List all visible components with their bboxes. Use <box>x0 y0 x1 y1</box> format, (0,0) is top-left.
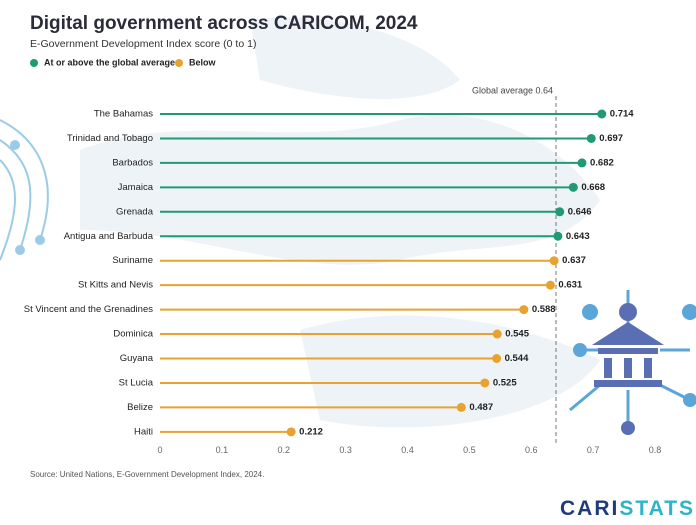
source-note: Source: United Nations, E-Government Dev… <box>30 470 264 479</box>
value-label: 0.588 <box>532 304 556 315</box>
reference-label: Global average 0.64 <box>472 85 553 95</box>
lollipop-dot <box>577 158 587 168</box>
value-label: 0.525 <box>493 377 517 388</box>
value-label: 0.668 <box>581 182 605 193</box>
y-tick-label: The Bahamas <box>94 109 153 120</box>
value-label: 0.714 <box>610 109 634 120</box>
x-tick-label: 0.4 <box>401 445 414 455</box>
lollipop-dot <box>586 133 596 143</box>
value-label: 0.487 <box>469 402 493 413</box>
y-tick-label: Grenada <box>116 206 154 217</box>
y-tick-label: Haiti <box>134 426 153 437</box>
lollipop-dot <box>549 256 559 266</box>
x-tick-label: 0.2 <box>277 445 290 455</box>
y-tick-label: Dominica <box>113 329 153 340</box>
y-tick-label: Barbados <box>112 157 153 168</box>
chart-subtitle: E-Government Development Index score (0 … <box>30 38 256 50</box>
y-tick-label: Belize <box>127 402 153 413</box>
y-tick-label: St Kitts and Nevis <box>78 280 153 291</box>
value-label: 0.697 <box>599 133 623 144</box>
value-label: 0.544 <box>505 353 529 364</box>
value-label: 0.643 <box>566 231 590 242</box>
value-label: 0.212 <box>299 426 323 437</box>
y-tick-label: Jamaica <box>118 182 154 193</box>
logo-part: STATS <box>619 497 695 520</box>
logo-part: CARI <box>560 497 619 520</box>
x-tick-label: 0.1 <box>216 445 229 455</box>
y-tick-label: Trinidad and Tobago <box>67 133 153 144</box>
legend-marker <box>30 59 38 67</box>
lollipop-dot <box>286 427 296 437</box>
lollipop-dot <box>519 305 529 315</box>
x-tick-label: 0.8 <box>649 445 662 455</box>
lollipop-dot <box>568 182 578 192</box>
circuit-decoration <box>0 119 49 261</box>
logo: CARISTATS <box>560 497 695 520</box>
lollipop-dot <box>545 280 555 290</box>
lollipop-dot <box>480 378 490 388</box>
value-label: 0.646 <box>568 206 592 217</box>
lollipop-dot <box>456 402 466 412</box>
value-label: 0.545 <box>505 329 529 340</box>
value-label: 0.637 <box>562 255 586 266</box>
lollipop-dot <box>597 109 607 119</box>
lollipop-dot <box>492 354 502 363</box>
lollipop-dot <box>492 329 502 339</box>
y-tick-label: Guyana <box>120 353 154 364</box>
x-tick-label: 0.7 <box>587 445 600 455</box>
y-tick-label: Suriname <box>112 255 153 266</box>
legend-label: At or above the global average <box>44 57 175 67</box>
lollipop-dot <box>555 207 565 217</box>
legend-label: Below <box>189 57 217 67</box>
background-map <box>80 17 600 428</box>
x-tick-label: 0.5 <box>463 445 476 455</box>
lollipop-dot <box>553 231 563 241</box>
x-tick-label: 0.3 <box>339 445 352 455</box>
government-icon <box>569 290 696 435</box>
value-label: 0.682 <box>590 157 614 168</box>
chart-title: Digital government across CARICOM, 2024 <box>30 13 418 34</box>
y-tick-label: St Lucia <box>119 377 154 388</box>
x-tick-label: 0.6 <box>525 445 538 455</box>
y-tick-label: St Vincent and the Grenadines <box>24 304 153 315</box>
y-tick-label: Antigua and Barbuda <box>64 231 154 242</box>
x-tick-label: 0 <box>157 445 162 455</box>
legend-marker <box>175 59 183 67</box>
value-label: 0.631 <box>558 280 582 291</box>
